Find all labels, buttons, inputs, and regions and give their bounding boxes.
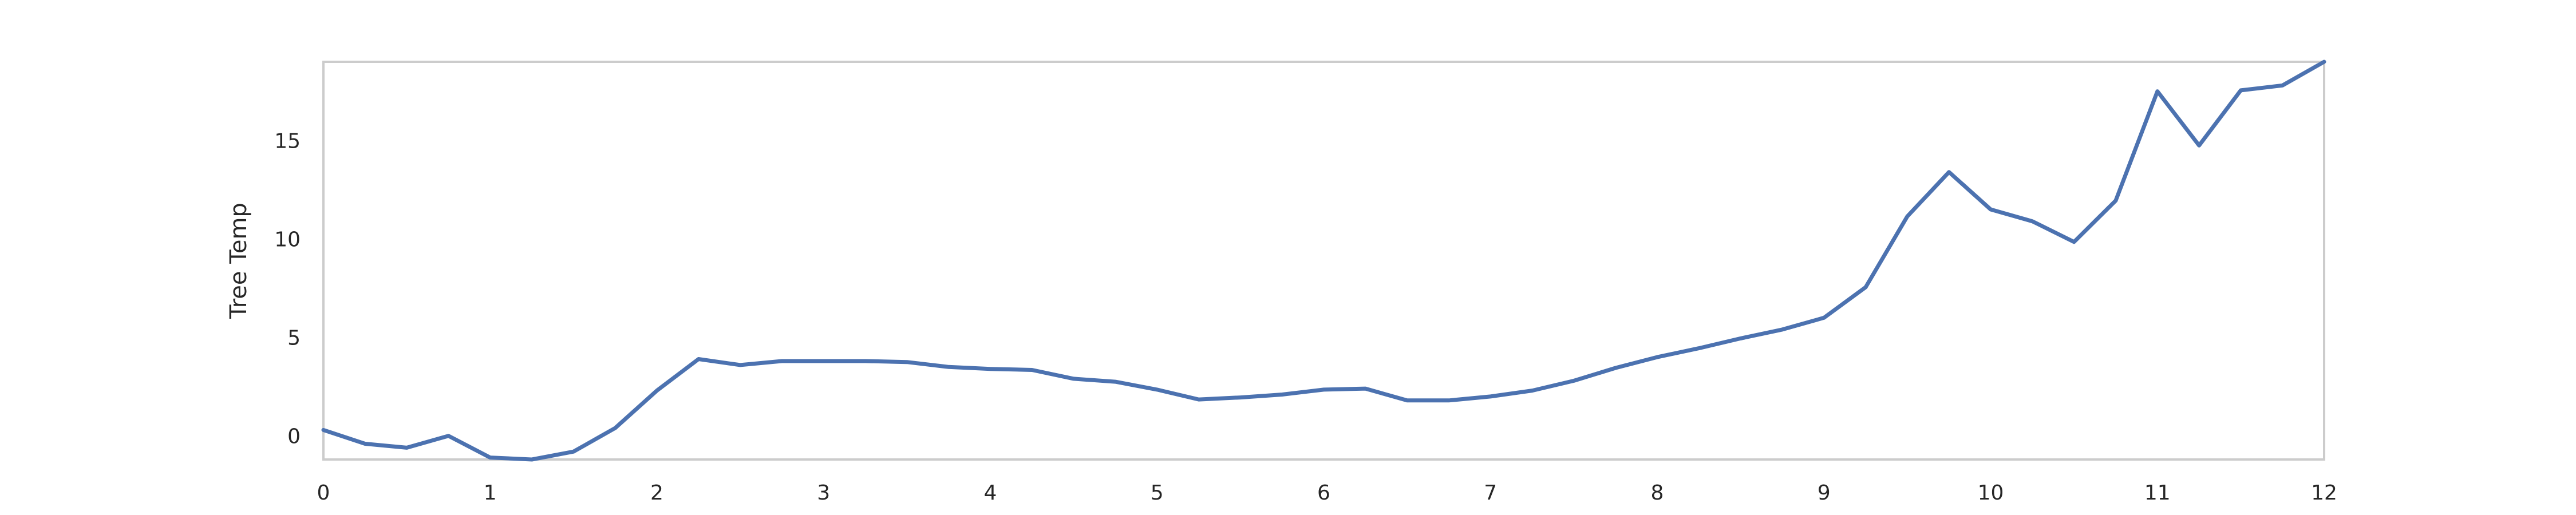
- x-tick-label: 10: [1978, 481, 2004, 505]
- y-axis-label: Tree Temp: [226, 203, 252, 319]
- x-tick-label: 8: [1651, 481, 1664, 505]
- series-line: [321, 60, 2326, 462]
- x-tick-label: 11: [2144, 481, 2171, 505]
- y-tick-label: 15: [274, 130, 301, 153]
- x-tick-label: 12: [2311, 481, 2337, 505]
- x-tick-label: 5: [1151, 481, 1164, 505]
- y-tick-label: 0: [287, 425, 301, 449]
- y-axis-ticks: 0 5 10 15: [274, 130, 301, 449]
- x-tick-label: 6: [1317, 481, 1330, 505]
- x-tick-label: 0: [317, 481, 330, 505]
- x-tick-label: 2: [650, 481, 663, 505]
- x-tick-label: 9: [1818, 481, 1831, 505]
- y-tick-label: 10: [274, 228, 301, 252]
- x-axis-ticks: 0 1 2 3 4 5 6 7 8 9 10 11 12: [317, 481, 2337, 505]
- x-tick-label: 3: [817, 481, 830, 505]
- plot-frame: [322, 61, 2325, 461]
- x-tick-label: 4: [984, 481, 997, 505]
- x-tick-label: 7: [1484, 481, 1497, 505]
- x-tick-label: 1: [484, 481, 497, 505]
- y-tick-label: 5: [287, 327, 301, 350]
